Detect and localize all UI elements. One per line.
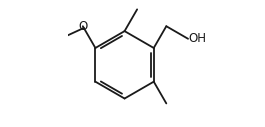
Text: O: O: [78, 20, 87, 33]
Text: OH: OH: [189, 32, 207, 45]
